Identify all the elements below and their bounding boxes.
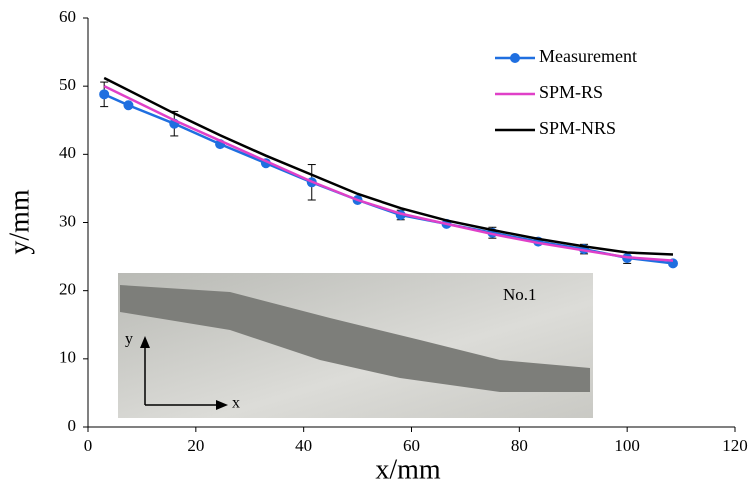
legend-label: Measurement [539,46,637,66]
x-tick-label: 40 [295,436,312,455]
x-tick-label: 60 [403,436,420,455]
y-tick-label: 40 [59,143,76,162]
legend-marker [510,53,520,63]
x-tick-label: 0 [84,436,93,455]
photo-label: No.1 [503,285,537,304]
y-tick-label: 20 [59,280,76,299]
y-tick-label: 60 [59,7,76,26]
inset-photo: No.1 y x [118,273,593,418]
marker [123,100,134,111]
x-tick-label: 100 [614,436,640,455]
photo-strip [120,285,590,392]
y-axis-label: y/mm [4,189,35,255]
photo-x-arrowhead [216,400,228,410]
photo-y-arrowhead [140,336,150,348]
x-tick-label: 120 [722,436,748,455]
y-tick-label: 30 [59,211,76,230]
photo-x-label: x [232,395,240,412]
x-axis-label: x/mm [375,454,441,485]
y-tick-label: 0 [68,416,77,435]
legend-label: SPM-RS [539,82,603,102]
legend-label: SPM-NRS [539,118,616,138]
y-tick-label: 50 [59,75,76,94]
x-tick-label: 20 [187,436,204,455]
photo-y-label: y [125,331,133,348]
series-line [103,85,674,262]
x-tick-label: 80 [511,436,528,455]
y-tick-label: 10 [59,348,76,367]
marker [99,89,110,100]
series-line [103,76,674,256]
